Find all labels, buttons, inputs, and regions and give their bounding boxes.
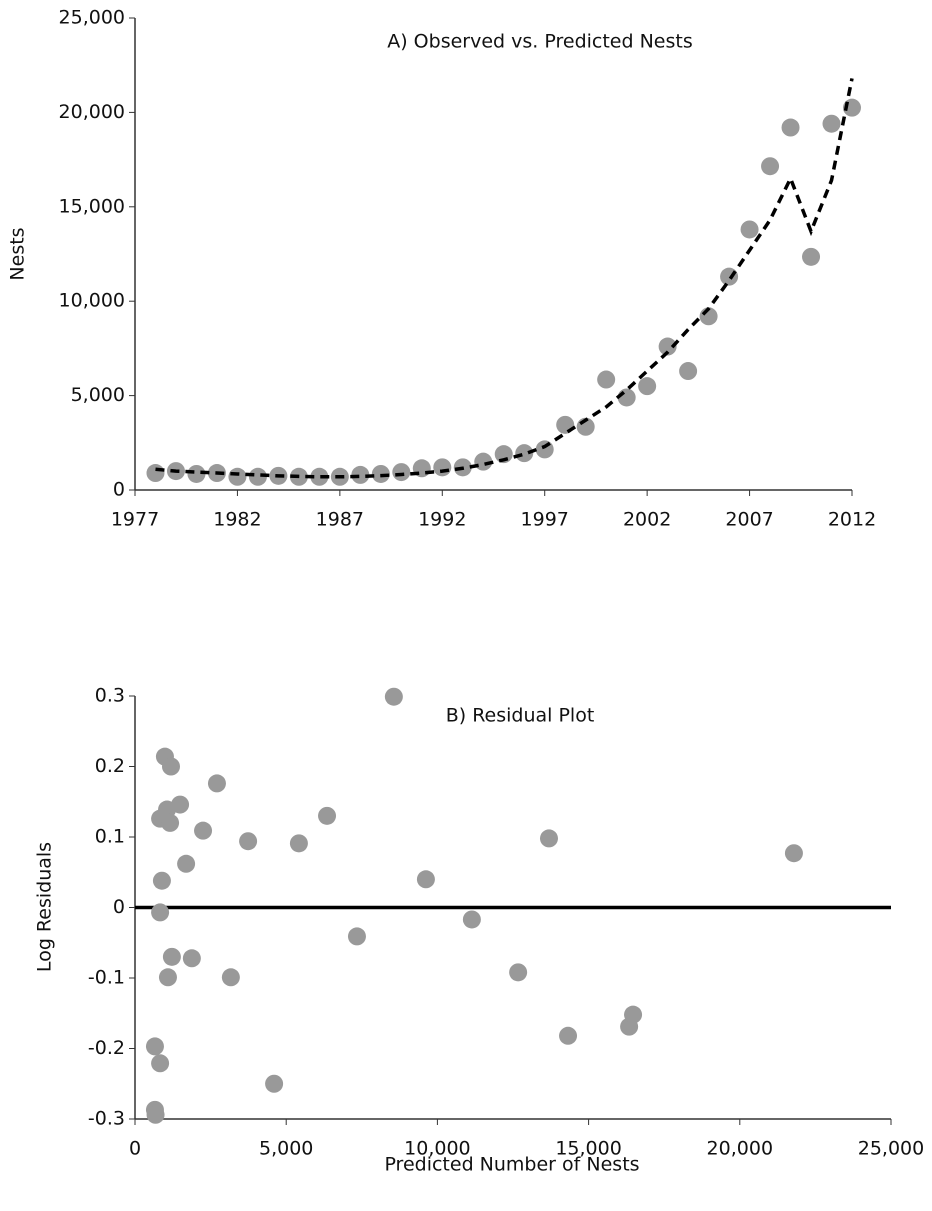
x-tick-label: 0 xyxy=(129,1138,141,1160)
data-point xyxy=(182,949,201,968)
data-point xyxy=(494,445,513,464)
x-tick-label: 5,000 xyxy=(259,1138,313,1160)
data-point xyxy=(802,247,821,266)
y-tick-label: -0.2 xyxy=(88,1037,125,1059)
y-tick-label: -0.1 xyxy=(88,967,125,989)
data-point xyxy=(145,1037,164,1056)
data-point xyxy=(265,1074,284,1093)
data-point xyxy=(207,774,226,793)
data-point xyxy=(822,114,841,133)
data-point xyxy=(535,440,554,459)
data-point xyxy=(433,458,452,477)
data-point xyxy=(509,963,528,982)
x-axis-label: Predicted Number of Nests xyxy=(384,1154,639,1176)
data-point xyxy=(239,832,258,851)
data-point xyxy=(161,757,180,776)
data-point xyxy=(559,1026,578,1045)
y-tick-label: 0.1 xyxy=(95,826,125,848)
data-point xyxy=(228,467,247,486)
x-tick-label: 1982 xyxy=(213,509,261,531)
x-tick-label: 10,000 xyxy=(404,1138,470,1160)
data-point xyxy=(177,854,196,873)
data-point xyxy=(384,687,403,706)
y-axis-label: Log Residuals xyxy=(34,842,56,972)
data-point xyxy=(392,463,411,482)
data-point xyxy=(171,795,190,814)
data-point xyxy=(151,1054,170,1073)
data-point xyxy=(248,467,267,486)
data-point xyxy=(624,1005,643,1024)
predicted-line xyxy=(155,78,854,479)
data-point xyxy=(161,813,180,832)
x-tick-label: 2012 xyxy=(828,509,876,531)
data-point xyxy=(781,118,800,137)
data-point xyxy=(539,829,558,848)
data-point xyxy=(221,968,240,987)
data-point xyxy=(515,444,534,463)
data-point xyxy=(187,464,206,483)
data-point xyxy=(740,220,759,239)
y-tick-label: 15,000 xyxy=(59,195,125,217)
data-point xyxy=(658,337,677,356)
y-tick-label: 20,000 xyxy=(59,101,125,123)
data-point xyxy=(597,370,616,389)
data-point xyxy=(617,388,636,407)
data-point xyxy=(194,821,213,840)
y-axis-label: Nests xyxy=(7,227,29,280)
data-point xyxy=(638,377,657,396)
data-point xyxy=(158,968,177,987)
data-point xyxy=(416,870,435,889)
x-tick-label: 2007 xyxy=(725,509,773,531)
x-tick-label: 1987 xyxy=(316,509,364,531)
x-tick-label: 20,000 xyxy=(707,1138,773,1160)
x-tick-label: 1977 xyxy=(111,509,159,531)
y-tick-label: 0.2 xyxy=(95,755,125,777)
x-tick-label: 1997 xyxy=(521,509,569,531)
x-tick-label: 25,000 xyxy=(858,1138,924,1160)
y-tick-label: 0 xyxy=(113,479,125,501)
chart-title: B) Residual Plot xyxy=(446,705,595,727)
y-tick-label: 5,000 xyxy=(71,384,125,406)
data-point xyxy=(679,362,698,381)
data-point xyxy=(146,1105,165,1124)
data-point xyxy=(162,947,181,966)
data-point xyxy=(784,844,803,863)
data-point xyxy=(151,903,170,922)
data-point xyxy=(347,927,366,946)
x-tick-label: 1992 xyxy=(418,509,466,531)
chart-title: A) Observed vs. Predicted Nests xyxy=(387,31,693,53)
data-point xyxy=(310,467,329,486)
y-tick-label: 10,000 xyxy=(59,290,125,312)
y-tick-label: 0.3 xyxy=(95,685,125,707)
x-tick-label: 15,000 xyxy=(555,1138,621,1160)
data-point xyxy=(146,464,165,483)
data-point xyxy=(152,871,171,890)
data-point xyxy=(462,910,481,929)
data-point xyxy=(761,157,780,176)
data-point xyxy=(720,267,739,286)
y-tick-label: -0.3 xyxy=(88,1108,125,1130)
data-point xyxy=(318,806,337,825)
data-point xyxy=(289,834,308,853)
data-point xyxy=(351,465,370,484)
x-tick-label: 2002 xyxy=(623,509,671,531)
y-tick-label: 25,000 xyxy=(59,7,125,29)
y-tick-label: 0 xyxy=(113,896,125,918)
